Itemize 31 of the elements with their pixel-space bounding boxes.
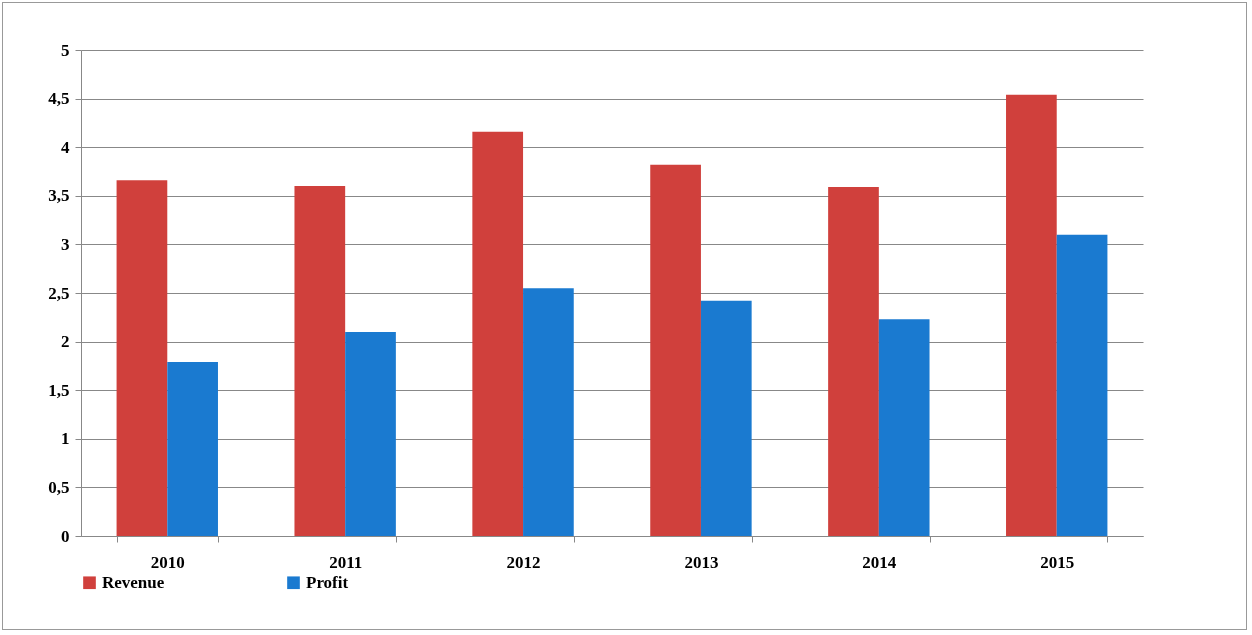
legend-label: Profit	[306, 572, 349, 592]
y-tick-label: 1,5	[48, 380, 70, 400]
x-tick-label: 2013	[684, 552, 719, 572]
bar	[878, 319, 930, 536]
x-tick-label: 2015	[1040, 552, 1075, 572]
legend-label: Revenue	[102, 572, 165, 592]
bar	[700, 300, 752, 536]
y-tick-label: 2	[61, 332, 70, 352]
x-tick-label: 2014	[862, 552, 897, 572]
bar	[472, 131, 524, 536]
y-tick-label: 2,5	[48, 283, 70, 303]
x-tick-label: 2012	[506, 552, 541, 572]
y-tick-label: 0,5	[48, 477, 70, 497]
y-tick-label: 1	[61, 429, 70, 449]
y-tick-label: 3,5	[48, 186, 70, 206]
bar	[167, 362, 218, 536]
bar	[345, 331, 396, 536]
y-tick-label: 0	[61, 526, 70, 546]
bar	[523, 288, 574, 536]
bar	[1006, 94, 1057, 536]
y-tick-label: 4,5	[48, 89, 70, 109]
y-tick-label: 4	[61, 137, 70, 157]
x-tick-label: 2010	[150, 552, 185, 572]
bar	[116, 180, 168, 536]
y-tick-label: 3	[61, 234, 70, 254]
bar	[650, 164, 701, 536]
y-tick-label: 5	[61, 40, 70, 60]
bar	[294, 186, 346, 536]
bar	[1056, 234, 1108, 536]
x-tick-label: 2011	[329, 552, 363, 572]
bar	[828, 187, 879, 536]
